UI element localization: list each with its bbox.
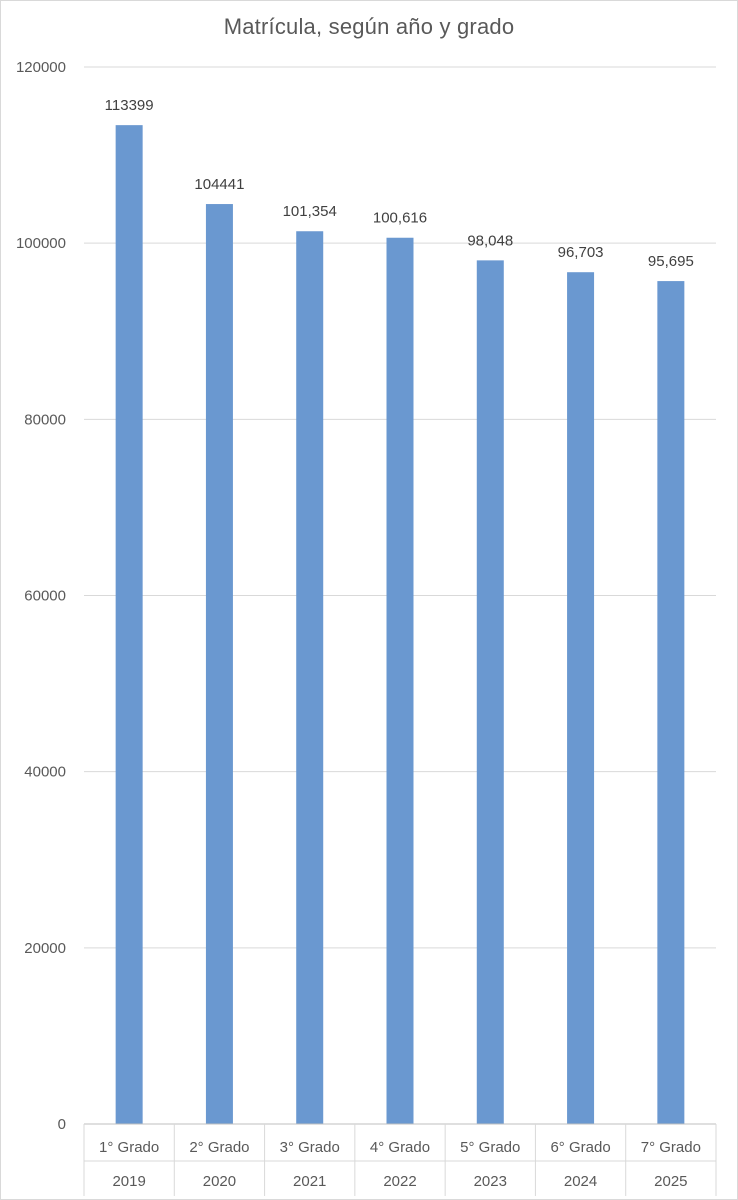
chart-title: Matrícula, según año y grado xyxy=(223,14,515,39)
x-tick-label-grade: 1° Grado xyxy=(99,1139,159,1156)
x-tick-label-grade: 6° Grado xyxy=(550,1139,610,1156)
x-tick-label-grade: 5° Grado xyxy=(460,1139,520,1156)
bar xyxy=(205,204,233,1125)
bar xyxy=(296,231,324,1125)
y-tick-label: 60000 xyxy=(24,588,66,605)
bar xyxy=(115,125,143,1125)
x-axis: 1° Grado 2019 2° Grado 2020 3° Grado 2021 4° G… xyxy=(83,1123,717,1196)
x-tick-label-grade: 2° Grado xyxy=(189,1139,249,1156)
y-tick-label: 80000 xyxy=(24,411,66,428)
bar xyxy=(657,281,685,1124)
bar xyxy=(567,272,595,1124)
data-label: 96,703 xyxy=(558,244,604,261)
x-tick-label-year: 2022 xyxy=(383,1173,416,1190)
y-tick-label: 20000 xyxy=(24,940,66,957)
x-tick-label-grade: 3° Grado xyxy=(280,1139,340,1156)
bars xyxy=(115,125,685,1125)
data-labels: 113399 104441 101,354 100,616 98,048 96,703 95… xyxy=(105,97,694,270)
x-tick-label-year: 2023 xyxy=(474,1173,507,1190)
x-tick-label-year: 2021 xyxy=(293,1173,326,1190)
data-label: 101,354 xyxy=(283,203,337,220)
y-tick-label: 0 xyxy=(58,1116,66,1133)
y-axis-ticks: 0 20000 40000 60000 80000 100000 120000 xyxy=(16,59,66,1133)
x-tick-label-grade: 7° Grado xyxy=(641,1139,701,1156)
bar xyxy=(386,237,414,1125)
x-tick-label-year: 2024 xyxy=(564,1173,597,1190)
x-tick-label-year: 2019 xyxy=(112,1173,145,1190)
y-tick-label: 40000 xyxy=(24,764,66,781)
x-tick-label-year: 2020 xyxy=(203,1173,236,1190)
data-label: 113399 xyxy=(105,97,154,114)
data-label: 104441 xyxy=(194,176,244,193)
data-label: 95,695 xyxy=(648,253,694,270)
y-tick-label: 100000 xyxy=(16,235,66,252)
x-tick-label-year: 2025 xyxy=(654,1173,687,1190)
data-label: 98,048 xyxy=(467,232,513,249)
data-label: 100,616 xyxy=(373,210,427,227)
x-tick-label-grade: 4° Grado xyxy=(370,1139,430,1156)
bar xyxy=(476,260,504,1124)
y-tick-label: 120000 xyxy=(16,59,66,76)
